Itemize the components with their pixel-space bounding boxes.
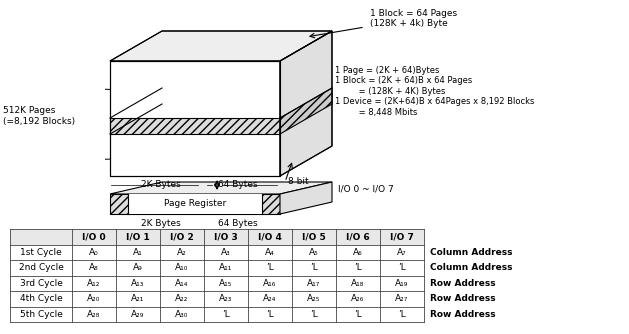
Text: I/O 1: I/O 1 bbox=[126, 232, 150, 241]
Text: 2nd Cycle: 2nd Cycle bbox=[19, 263, 64, 272]
Text: A₅: A₅ bbox=[309, 248, 319, 257]
Text: Column Address: Column Address bbox=[430, 248, 513, 257]
Text: Column Address: Column Address bbox=[430, 263, 513, 272]
Text: I/O 2: I/O 2 bbox=[170, 232, 194, 241]
Bar bbox=[10, 229, 424, 244]
Text: A₁₂: A₁₂ bbox=[87, 279, 101, 288]
Text: 1st Cycle: 1st Cycle bbox=[20, 248, 62, 257]
Text: 2K Bytes: 2K Bytes bbox=[141, 218, 181, 227]
Text: A₂₆: A₂₆ bbox=[352, 294, 365, 303]
Text: A₂₅: A₂₅ bbox=[308, 294, 321, 303]
Bar bbox=[128, 194, 262, 214]
Text: A₁₆: A₁₆ bbox=[264, 279, 277, 288]
Text: I/O 6: I/O 6 bbox=[346, 232, 370, 241]
Text: A₂₃: A₂₃ bbox=[220, 294, 233, 303]
Text: A₂₀: A₂₀ bbox=[87, 294, 101, 303]
Text: 2K Bytes: 2K Bytes bbox=[141, 180, 181, 189]
Text: A₁₀: A₁₀ bbox=[175, 263, 189, 272]
Text: ’L: ’L bbox=[266, 310, 274, 319]
Polygon shape bbox=[110, 118, 280, 134]
Text: A₉: A₉ bbox=[133, 263, 143, 272]
Text: Row Address: Row Address bbox=[430, 279, 496, 288]
Text: A₈: A₈ bbox=[89, 263, 99, 272]
Text: A₁₈: A₁₈ bbox=[352, 279, 365, 288]
Text: A₄: A₄ bbox=[265, 248, 275, 257]
Text: 1 Page = (2K + 64)Bytes
1 Block = (2K + 64)B x 64 Pages
         = (128K + 4K) B: 1 Page = (2K + 64)Bytes 1 Block = (2K + … bbox=[335, 66, 535, 117]
Text: ’L: ’L bbox=[310, 310, 318, 319]
Text: A₀: A₀ bbox=[89, 248, 99, 257]
Text: 64 Bytes: 64 Bytes bbox=[218, 218, 257, 227]
Text: A₁₄: A₁₄ bbox=[175, 279, 189, 288]
Text: ’L: ’L bbox=[398, 310, 406, 319]
Text: A₂₈: A₂₈ bbox=[87, 310, 101, 319]
Text: A₂: A₂ bbox=[177, 248, 187, 257]
Text: A₁₁: A₁₁ bbox=[220, 263, 233, 272]
Polygon shape bbox=[110, 61, 280, 176]
Polygon shape bbox=[110, 31, 332, 61]
Text: A₁₃: A₁₃ bbox=[131, 279, 145, 288]
Text: 1 Block = 64 Pages
(128K + 4k) Byte: 1 Block = 64 Pages (128K + 4k) Byte bbox=[370, 9, 457, 28]
Text: ’L: ’L bbox=[222, 310, 230, 319]
Text: I/O 7: I/O 7 bbox=[390, 232, 414, 241]
Text: 4th Cycle: 4th Cycle bbox=[19, 294, 62, 303]
Text: A₃: A₃ bbox=[221, 248, 231, 257]
Text: A₂₉: A₂₉ bbox=[131, 310, 145, 319]
Text: 3rd Cycle: 3rd Cycle bbox=[19, 279, 62, 288]
Text: A₇: A₇ bbox=[397, 248, 407, 257]
Text: A₆: A₆ bbox=[353, 248, 363, 257]
Text: A₁₇: A₁₇ bbox=[308, 279, 321, 288]
Text: Row Address: Row Address bbox=[430, 294, 496, 303]
Text: ’L: ’L bbox=[310, 263, 318, 272]
Polygon shape bbox=[110, 182, 332, 194]
Text: A₁₉: A₁₉ bbox=[395, 279, 409, 288]
Text: 8 bit: 8 bit bbox=[288, 177, 309, 186]
Text: I/O 4: I/O 4 bbox=[258, 232, 282, 241]
Text: ’L: ’L bbox=[354, 310, 362, 319]
Text: 5th Cycle: 5th Cycle bbox=[19, 310, 62, 319]
Text: 512K Pages
(=8,192 Blocks): 512K Pages (=8,192 Blocks) bbox=[3, 106, 75, 126]
Text: I/O 0: I/O 0 bbox=[82, 232, 106, 241]
Text: A₂₇: A₂₇ bbox=[395, 294, 409, 303]
Text: ’L: ’L bbox=[398, 263, 406, 272]
Text: A₂₂: A₂₂ bbox=[175, 294, 189, 303]
Text: I/O 0 ~ I/O 7: I/O 0 ~ I/O 7 bbox=[338, 185, 394, 194]
Text: A₁₅: A₁₅ bbox=[220, 279, 233, 288]
Text: A₂₄: A₂₄ bbox=[264, 294, 277, 303]
Text: ’L: ’L bbox=[266, 263, 274, 272]
Polygon shape bbox=[280, 88, 332, 134]
Text: Page Register: Page Register bbox=[164, 199, 226, 208]
Polygon shape bbox=[110, 194, 280, 214]
Text: I/O 5: I/O 5 bbox=[302, 232, 326, 241]
Text: 64 Bytes: 64 Bytes bbox=[218, 180, 257, 189]
Polygon shape bbox=[280, 31, 332, 176]
Text: A₁: A₁ bbox=[133, 248, 143, 257]
Text: ’L: ’L bbox=[354, 263, 362, 272]
Text: Row Address: Row Address bbox=[430, 310, 496, 319]
Text: A₃₀: A₃₀ bbox=[175, 310, 189, 319]
Text: A₂₁: A₂₁ bbox=[131, 294, 145, 303]
Polygon shape bbox=[280, 182, 332, 214]
Text: I/O 3: I/O 3 bbox=[214, 232, 238, 241]
